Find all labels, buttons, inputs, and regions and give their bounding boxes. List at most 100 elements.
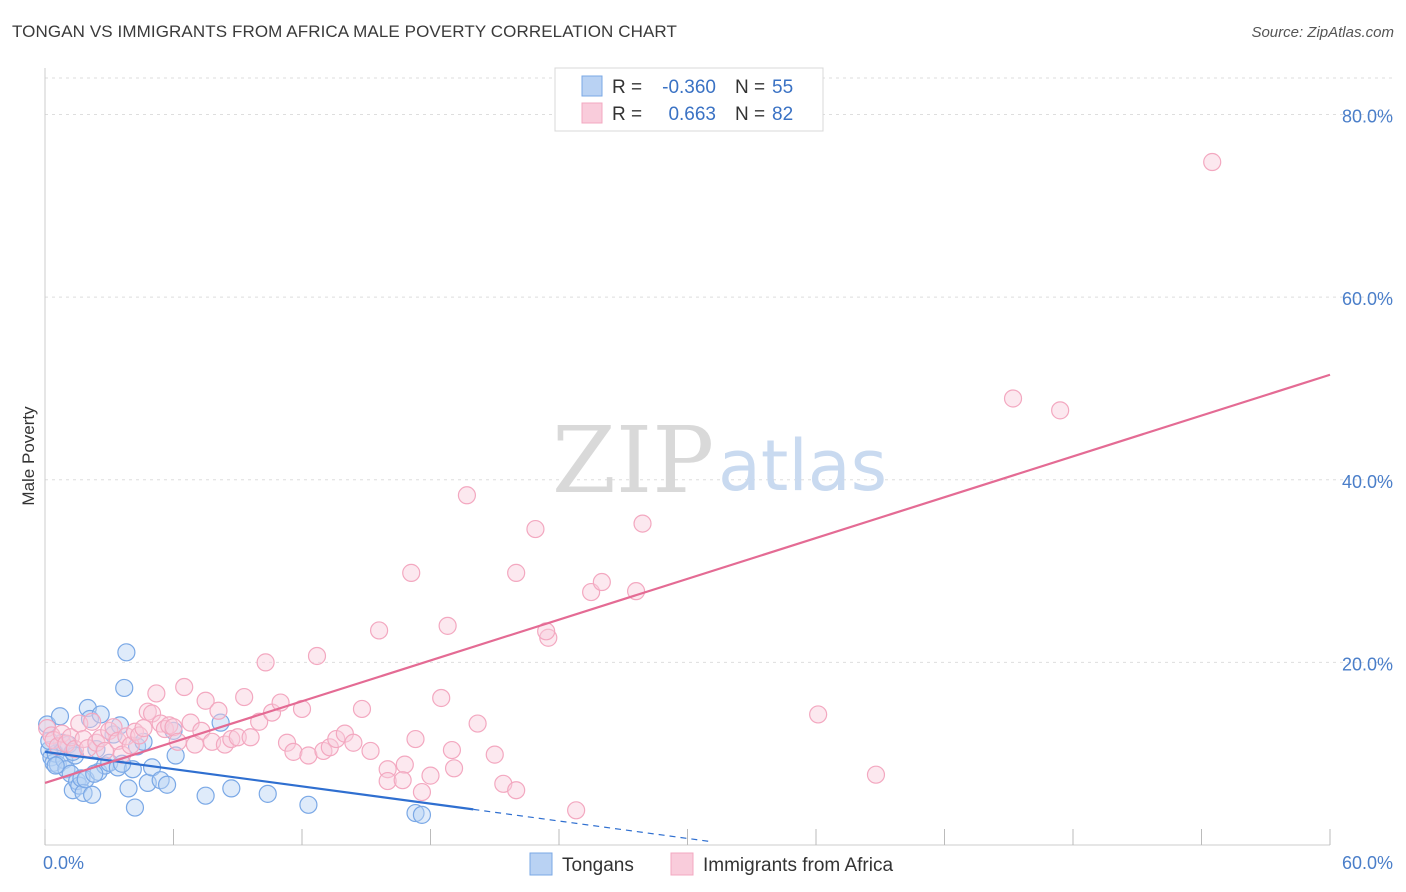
africa-point (442, 740, 462, 760)
africa-point (175, 677, 194, 697)
stats-box: R = -0.360 N = 55 R = 0.663 N = 82 (554, 67, 824, 132)
tongans-point (125, 798, 145, 817)
africa-point (406, 729, 425, 749)
legend: Tongans Immigrants from Africa (529, 852, 893, 876)
x-tick-label: 60.0% (1342, 853, 1393, 873)
africa-point (1203, 152, 1222, 172)
africa-point (468, 714, 487, 733)
chart-title: TONGAN VS IMMIGRANTS FROM AFRICA MALE PO… (12, 22, 677, 41)
africa-point (1051, 401, 1070, 420)
tongans-point (196, 786, 215, 805)
stats-swatch-tongans (581, 75, 603, 97)
y-tick-label: 20.0% (1342, 654, 1393, 674)
stats-n-label-africa: N = (735, 104, 765, 125)
africa-point (117, 727, 136, 746)
legend-label-tongans: Tongans (562, 855, 634, 876)
y-tick-label: 60.0% (1342, 289, 1393, 309)
tongans-point (406, 803, 425, 823)
stats-r-value-africa: 0.663 (668, 104, 716, 125)
africa-point (222, 729, 241, 749)
tongans-point (157, 775, 177, 794)
stats-r-value-tongans: -0.360 (662, 77, 716, 98)
africa-point (866, 765, 886, 784)
africa-point (277, 733, 297, 752)
africa-point (526, 519, 545, 539)
africa-point (507, 563, 526, 582)
africa-point (444, 759, 464, 778)
africa-point (250, 712, 269, 731)
stats-r-label-tongans: R = (612, 77, 642, 98)
africa-point (438, 616, 457, 635)
tongans-point (83, 785, 102, 804)
y-tick-label: 40.0% (1342, 472, 1393, 492)
tongans-point (117, 643, 136, 662)
tongans-point (258, 784, 277, 803)
stats-swatch-africa (581, 102, 603, 124)
africa-point (284, 742, 303, 761)
africa-point (1003, 389, 1023, 408)
legend-label-africa: Immigrants from Africa (703, 855, 893, 876)
africa-point (83, 712, 102, 731)
africa-point (592, 572, 611, 592)
stats-r-label-africa: R = (612, 104, 642, 125)
africa-point (393, 771, 412, 790)
africa-point (457, 486, 477, 505)
tongans-point (166, 746, 185, 765)
africa-point (361, 741, 380, 761)
africa-point (344, 733, 363, 752)
africa-point (412, 782, 432, 802)
africa-point (567, 801, 586, 820)
africa-point (432, 688, 451, 708)
tongans-point (299, 795, 318, 814)
stats-n-value-tongans: 55 (772, 77, 793, 98)
africa-point (256, 653, 275, 672)
africa-point (352, 699, 372, 719)
africa-point (164, 718, 183, 737)
trend-layer (44, 373, 1331, 842)
tongans-trend-line (44, 750, 474, 811)
watermark-atlas: atlas (718, 425, 887, 507)
stats-n-label-tongans: N = (735, 77, 765, 98)
tongans-point (46, 756, 65, 775)
y-axis-label: Male Poverty (19, 406, 38, 506)
africa-point (196, 691, 215, 710)
axes-layer (44, 68, 1331, 846)
africa-point (147, 684, 166, 703)
y-tick-label: 80.0% (1342, 107, 1393, 127)
africa-point (370, 621, 389, 640)
tongans-point (115, 678, 134, 698)
tongans-trend-extension (473, 808, 709, 842)
africa-point (299, 746, 318, 765)
africa-point (378, 771, 397, 791)
africa-point (402, 563, 421, 582)
africa-point (235, 687, 254, 707)
chart-source: Source: ZipAtlas.com (1251, 24, 1394, 41)
x-tick-label: 0.0% (43, 853, 84, 873)
tongans-point (50, 707, 70, 726)
legend-swatch-africa (670, 852, 694, 876)
africa-point (507, 781, 526, 800)
watermark-zip: ZIP (552, 407, 714, 514)
stats-n-value-africa: 82 (772, 104, 793, 125)
africa-trend-line (44, 373, 1331, 784)
africa-point (104, 718, 123, 737)
grid-layer (45, 77, 1392, 663)
africa-point (395, 755, 414, 774)
tongans-point (80, 709, 100, 729)
africa-point (209, 701, 228, 720)
africa-point (633, 514, 652, 533)
tongans-point (222, 779, 241, 798)
africa-point (809, 705, 828, 724)
watermark: ZIP atlas (552, 407, 887, 514)
africa-point (307, 646, 327, 666)
africa-point (421, 766, 440, 785)
tongans-point (110, 716, 130, 735)
africa-point (228, 728, 247, 747)
legend-swatch-tongans (529, 852, 553, 876)
africa-point (241, 728, 260, 747)
tongans-point (412, 805, 432, 824)
tongans-point (119, 779, 138, 798)
africa-point (485, 745, 504, 764)
